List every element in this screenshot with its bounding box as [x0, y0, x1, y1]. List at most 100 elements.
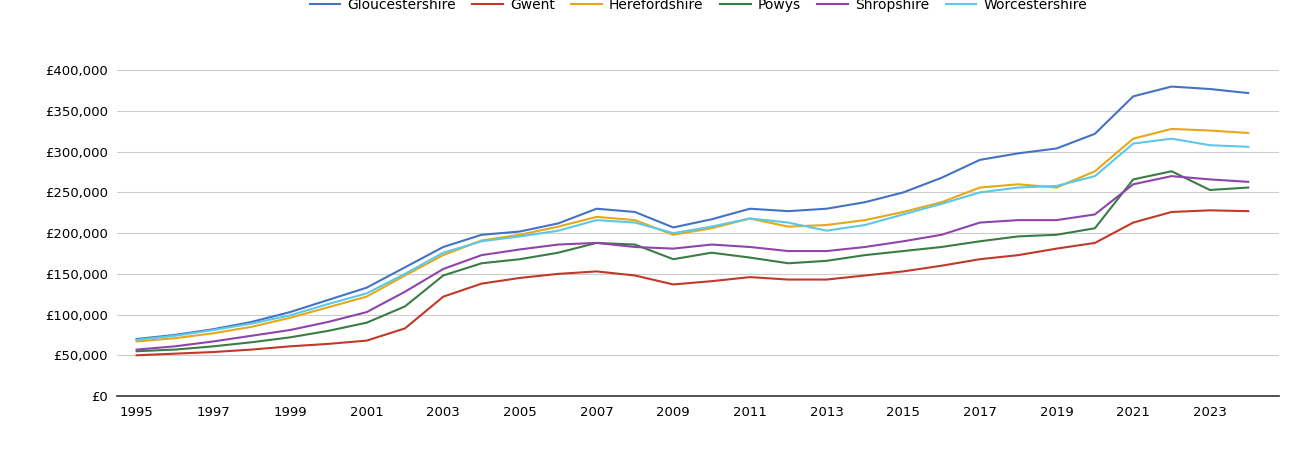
Herefordshire [321, 305, 337, 310]
Powys [972, 238, 988, 244]
Shropshire [934, 232, 950, 238]
Shropshire [129, 347, 145, 352]
Gwent [551, 271, 566, 277]
Powys [1010, 234, 1026, 239]
Herefordshire [743, 216, 758, 221]
Herefordshire [1087, 169, 1103, 174]
Shropshire [167, 344, 183, 349]
Gloucestershire [1087, 131, 1103, 136]
Worcestershire [397, 271, 412, 277]
Powys [628, 242, 643, 247]
Worcestershire [1087, 173, 1103, 179]
Gwent [1087, 240, 1103, 246]
Herefordshire [857, 217, 873, 223]
Gloucestershire [474, 232, 489, 238]
Gwent [818, 277, 834, 282]
Worcestershire [780, 220, 796, 225]
Gwent [205, 349, 221, 355]
Shropshire [743, 244, 758, 250]
Herefordshire [397, 273, 412, 278]
Herefordshire [205, 331, 221, 336]
Herefordshire [934, 199, 950, 205]
Worcestershire [1125, 141, 1141, 146]
Line: Shropshire: Shropshire [137, 176, 1249, 350]
Gloucestershire [1010, 151, 1026, 156]
Shropshire [1202, 177, 1218, 182]
Shropshire [282, 327, 298, 333]
Shropshire [474, 252, 489, 258]
Gloucestershire [628, 209, 643, 215]
Powys [551, 250, 566, 256]
Gwent [1164, 209, 1180, 215]
Gwent [972, 256, 988, 262]
Worcestershire [512, 234, 527, 239]
Powys [205, 344, 221, 349]
Gwent [1010, 252, 1026, 258]
Gloucestershire [551, 220, 566, 226]
Gloucestershire [282, 310, 298, 315]
Powys [282, 335, 298, 340]
Gwent [244, 347, 260, 352]
Powys [857, 252, 873, 258]
Gwent [1202, 207, 1218, 213]
Worcestershire [474, 238, 489, 244]
Powys [666, 256, 681, 262]
Shropshire [1241, 179, 1257, 184]
Herefordshire [666, 232, 681, 238]
Powys [743, 255, 758, 260]
Gwent [628, 273, 643, 278]
Gloucestershire [666, 225, 681, 230]
Worcestershire [1202, 143, 1218, 148]
Worcestershire [934, 201, 950, 207]
Powys [359, 320, 375, 325]
Powys [1087, 225, 1103, 231]
Gloucestershire [129, 336, 145, 342]
Worcestershire [1010, 185, 1026, 190]
Gloucestershire [1125, 94, 1141, 99]
Powys [1125, 177, 1141, 182]
Line: Gwent: Gwent [137, 210, 1249, 356]
Herefordshire [895, 209, 911, 215]
Shropshire [972, 220, 988, 225]
Shropshire [666, 246, 681, 251]
Shropshire [780, 248, 796, 254]
Powys [436, 273, 452, 278]
Powys [703, 250, 719, 256]
Herefordshire [282, 315, 298, 320]
Gwent [1125, 220, 1141, 225]
Worcestershire [1049, 183, 1065, 189]
Legend: Gloucestershire, Gwent, Herefordshire, Powys, Shropshire, Worcestershire: Gloucestershire, Gwent, Herefordshire, P… [304, 0, 1092, 18]
Line: Herefordshire: Herefordshire [137, 129, 1249, 342]
Worcestershire [818, 228, 834, 234]
Worcestershire [436, 250, 452, 256]
Worcestershire [1164, 136, 1180, 141]
Gwent [857, 273, 873, 278]
Gloucestershire [1164, 84, 1180, 89]
Herefordshire [244, 324, 260, 329]
Gwent [129, 353, 145, 358]
Shropshire [1164, 173, 1180, 179]
Worcestershire [359, 291, 375, 296]
Herefordshire [628, 217, 643, 223]
Worcestershire [857, 222, 873, 228]
Gwent [934, 263, 950, 268]
Herefordshire [972, 185, 988, 190]
Shropshire [857, 244, 873, 250]
Powys [1241, 185, 1257, 190]
Worcestershire [244, 321, 260, 326]
Herefordshire [436, 252, 452, 258]
Gwent [512, 275, 527, 281]
Gloucestershire [436, 244, 452, 250]
Gwent [282, 344, 298, 349]
Gloucestershire [244, 319, 260, 324]
Shropshire [512, 247, 527, 252]
Powys [1164, 169, 1180, 174]
Powys [780, 261, 796, 266]
Gloucestershire [1241, 90, 1257, 96]
Worcestershire [628, 220, 643, 225]
Shropshire [397, 289, 412, 294]
Gwent [895, 269, 911, 274]
Herefordshire [780, 224, 796, 230]
Shropshire [703, 242, 719, 247]
Line: Powys: Powys [137, 171, 1249, 351]
